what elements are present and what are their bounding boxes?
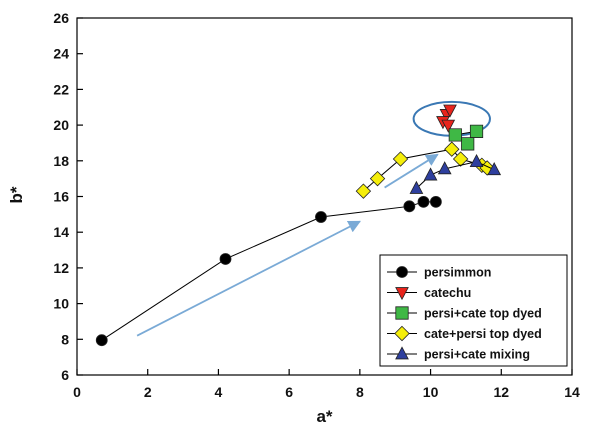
legend-marker [395,346,409,360]
y-axis-title: b* [7,186,26,203]
series-persi-cate-top-dyed [448,124,484,151]
x-axis-title: a* [316,407,332,426]
trend-arrow [384,153,439,189]
legend-marker [396,266,408,278]
data-point [444,141,460,157]
x-tick-label: 6 [285,384,293,400]
legend-label: persi+cate top dyed [424,307,542,321]
y-tick-label: 22 [53,81,69,97]
data-point [452,151,469,167]
legend-label: cate+persi top dyed [424,327,542,341]
x-tick-label: 14 [564,384,580,400]
data-point [448,128,462,142]
series-persi-cate-mixing [409,154,502,194]
x-tick-label: 0 [73,384,81,400]
legend: persimmon catechu persi+cate top dyed cate+… [379,254,568,367]
data-point [355,183,372,199]
series-catechu [436,104,457,133]
data-point [487,162,502,176]
data-point [369,170,386,187]
y-tick-label: 12 [53,260,69,276]
x-tick-label: 12 [493,384,509,400]
y-tick-label: 8 [61,331,69,347]
y-tick-label: 26 [53,10,69,26]
series-persimmon [95,195,442,347]
data-point [443,104,457,118]
y-tick-label: 24 [53,46,69,62]
trend-arrow [136,220,361,337]
data-point [409,180,424,194]
y-tick-label: 18 [53,153,69,169]
data-point [392,151,409,167]
legend-label: catechu [424,286,471,300]
legend-marker [395,306,409,320]
legend-marker [395,287,409,301]
data-point [219,253,232,265]
x-tick-label: 2 [144,384,152,400]
legend-label: persimmon [424,266,491,280]
data-point [469,124,484,138]
legend-marker [394,325,410,342]
legend-box [379,254,568,367]
data-point [315,211,327,223]
data-point [429,195,442,208]
data-point [461,137,475,151]
x-tick-label: 10 [423,384,439,400]
y-tick-label: 16 [53,189,69,205]
x-tick-label: 8 [356,384,364,400]
y-tick-label: 6 [61,367,69,383]
data-point [417,195,430,208]
y-tick-label: 20 [53,117,69,133]
data-point [403,200,416,213]
x-tick-label: 4 [215,384,223,400]
data-point [95,334,108,347]
data-point [423,167,438,181]
data-point [441,119,456,133]
data-point [437,161,452,175]
data-point [469,154,484,168]
y-tick-label: 14 [53,224,69,240]
y-tick-label: 10 [53,296,69,312]
legend-label: persi+cate mixing [424,348,530,362]
